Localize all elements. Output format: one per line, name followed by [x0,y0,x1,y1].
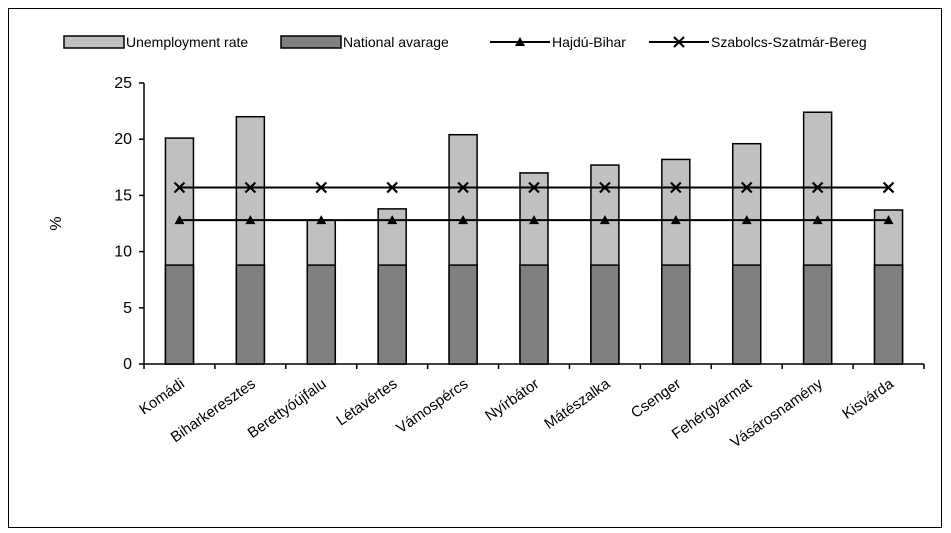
legend-label: Hajdú-Bihar [552,34,626,50]
marker-hajd-bihar [599,215,610,225]
marker-hajd-bihar [387,215,398,225]
bar-national-average [873,264,904,365]
y-tick-label: 10 [114,244,132,261]
legend-marker-triangle [515,37,525,46]
x-tick-label: Csenger [628,375,684,421]
chart-svg: 0510152025%KomádiBiharkeresztesBerettyóú… [48,34,925,451]
bar-national-average [164,264,195,365]
bar-national-average [306,264,337,365]
bar-national-average [519,264,549,365]
marker-szabolcs-szatm-r-bereg [670,181,682,194]
marker-szabolcs-szatm-r-bereg [882,181,895,194]
marker-hajd-bihar [245,215,256,225]
legend-swatch [280,35,342,49]
x-tick-label: Kisvárda [839,375,897,423]
marker-hajd-bihar [812,215,823,225]
marker-szabolcs-szatm-r-bereg [386,181,398,194]
marker-szabolcs-szatm-r-bereg [315,181,328,194]
legend-label: National avarage [343,34,449,50]
x-tick-label: Komádi [136,375,187,418]
marker-szabolcs-szatm-r-bereg [528,181,540,194]
bar-national-average [590,264,620,365]
marker-szabolcs-szatm-r-bereg [244,181,257,194]
marker-szabolcs-szatm-r-bereg [740,181,753,194]
marker-hajd-bihar [670,215,681,225]
marker-hajd-bihar [458,215,469,225]
legend-label: Unemployment rate [126,34,248,50]
marker-hajd-bihar [741,215,752,225]
legend-label: Szabolcs-Szatmár-Bereg [711,34,867,50]
y-tick-label: 20 [114,131,132,148]
x-tick-label: Berettyóújfalu [245,375,330,442]
legend-swatch [63,35,125,49]
marker-hajd-bihar [174,215,185,225]
marker-hajd-bihar [529,215,539,225]
x-tick-label: Nyírbátor [482,375,542,424]
marker-szabolcs-szatm-r-bereg [811,181,824,194]
bar-national-average [377,264,407,365]
y-tick-label: 0 [123,356,132,373]
y-tick-label: 25 [114,75,132,92]
x-tick-label: Vámospércs [393,375,471,437]
legend-marker-x [673,36,685,48]
chart-frame: 0 5 10 15 20 25% Komádi Biharkeresztes Berettyóú… [8,8,942,528]
x-tick-label: Létavértes [333,375,400,429]
y-tick-label: 5 [123,300,132,317]
marker-szabolcs-szatm-r-bereg [173,181,186,194]
marker-hajd-bihar [883,215,894,225]
bar-national-average [235,264,266,365]
y-axis-title: % [48,216,65,230]
marker-szabolcs-szatm-r-bereg [457,181,469,194]
y-tick-label: 15 [114,187,132,204]
bar-national-average [731,264,762,365]
x-tick-label: Mátészalka [541,375,613,433]
bar-national-average [661,264,691,365]
bar-national-average [802,264,833,365]
marker-hajd-bihar [316,215,327,225]
bar-national-average [448,264,478,365]
marker-szabolcs-szatm-r-bereg [599,181,611,194]
